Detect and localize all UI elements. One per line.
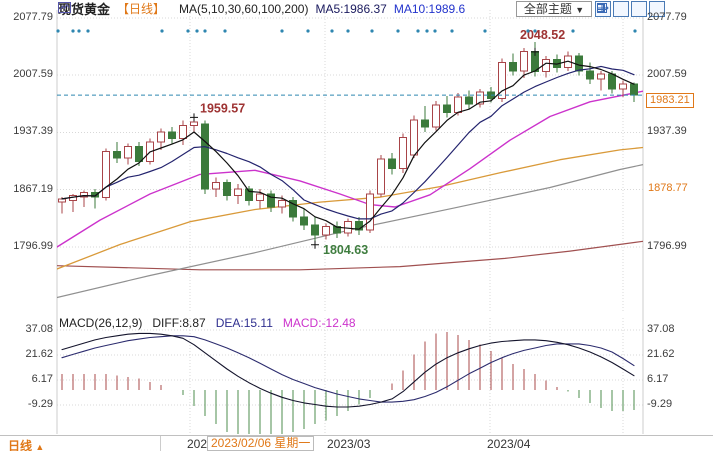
ma-settings-label: MA(5,10,30,60,100,200) (179, 1, 309, 16)
date-axis-label: 2023/03 (327, 437, 371, 451)
panel-expand-icon[interactable] (597, 1, 665, 17)
price-axis-tick-left: 1796.99 (13, 240, 53, 252)
price-axis-tick-left: 1867.19 (13, 183, 53, 195)
low-annotation: 1804.63 (323, 243, 368, 257)
panel-bottom-icon[interactable] (597, 1, 629, 17)
price-axis-tick-left: 1937.39 (13, 125, 53, 137)
macd-settings-label: MACD(26,12,9) (59, 316, 143, 330)
event-dot-row (56, 29, 637, 33)
high-annotation: 2048.52 (520, 28, 565, 42)
ma10-value-label: MA10:1989.6 (393, 1, 466, 16)
secondary-price-label: 1878.77 (648, 182, 688, 194)
grid-layer (56, 10, 644, 434)
macd-axis-tick-left: -9.29 (27, 398, 53, 410)
fast-ma-lines (61, 60, 635, 230)
tab-period-label: 日线 (8, 439, 33, 451)
symbol-name: 现货黄金 (58, 2, 111, 17)
tab-period-daily[interactable]: 日线 ▲ (8, 437, 44, 451)
highlighted-date-label: 2023/02/06 星期一 (207, 436, 315, 451)
current-price-label: 1983.21 (646, 93, 694, 108)
macd-legend: MACD(26,12,9) DIFF:8.87 DEA:15.11 MACD:-… (59, 316, 356, 330)
price-axis-tick-left: 2077.79 (13, 11, 53, 23)
macd-lines (61, 332, 635, 408)
ma5-value-label: MA5:1986.37 (315, 1, 387, 16)
slow-ma-lines (57, 90, 643, 299)
triangle-up-icon: ▲ (35, 442, 45, 451)
price-axis-tick-right: 2007.59 (647, 68, 687, 80)
price-annotations: 1959.57 2048.52 1804.63 (190, 28, 565, 257)
price-axis-tick-right: 1796.99 (647, 240, 687, 252)
diff-value-label: DIFF:8.87 (152, 316, 206, 330)
macd-axis-tick-left: 37.08 (25, 323, 53, 335)
price-axis-tick-left: 2007.59 (13, 68, 53, 80)
dea-value-label: DEA:15.11 (215, 316, 273, 330)
candlestick-series (58, 41, 638, 241)
macd-value-label: MACD:-12.48 (282, 316, 356, 330)
macd-axis-tick-right: 6.17 (647, 373, 669, 385)
macd-axis-tick-left: 6.17 (31, 373, 53, 385)
macd-axis-tick-right: 21.62 (647, 348, 675, 360)
macd-axis-tick-left: 21.62 (25, 348, 53, 360)
chart-legend: 现货黄金 【日线】 MA(5,10,30,60,100,200) MA5:198… (58, 1, 466, 17)
chart-toolbar (595, 1, 665, 17)
price-axis-tick-right: 2077.79 (647, 11, 687, 23)
date-axis-label: 2023/04 (487, 437, 531, 451)
price-axis-tick-right: 1937.39 (647, 125, 687, 137)
theme-dropdown[interactable]: 全部主题 ▼ (516, 1, 592, 17)
theme-dropdown-label: 全部主题 (523, 2, 572, 16)
panel-right-icon[interactable] (597, 1, 647, 17)
macd-axis-tick-right: 37.08 (647, 323, 675, 335)
macd-axis-tick-right: -9.29 (647, 398, 673, 410)
chevron-down-icon: ▼ (575, 5, 585, 15)
period-label: 【日线】 (117, 2, 166, 16)
high-annotation: 1959.57 (200, 101, 245, 115)
bottom-bar-divider (160, 436, 161, 451)
macd-histogram (61, 331, 635, 434)
